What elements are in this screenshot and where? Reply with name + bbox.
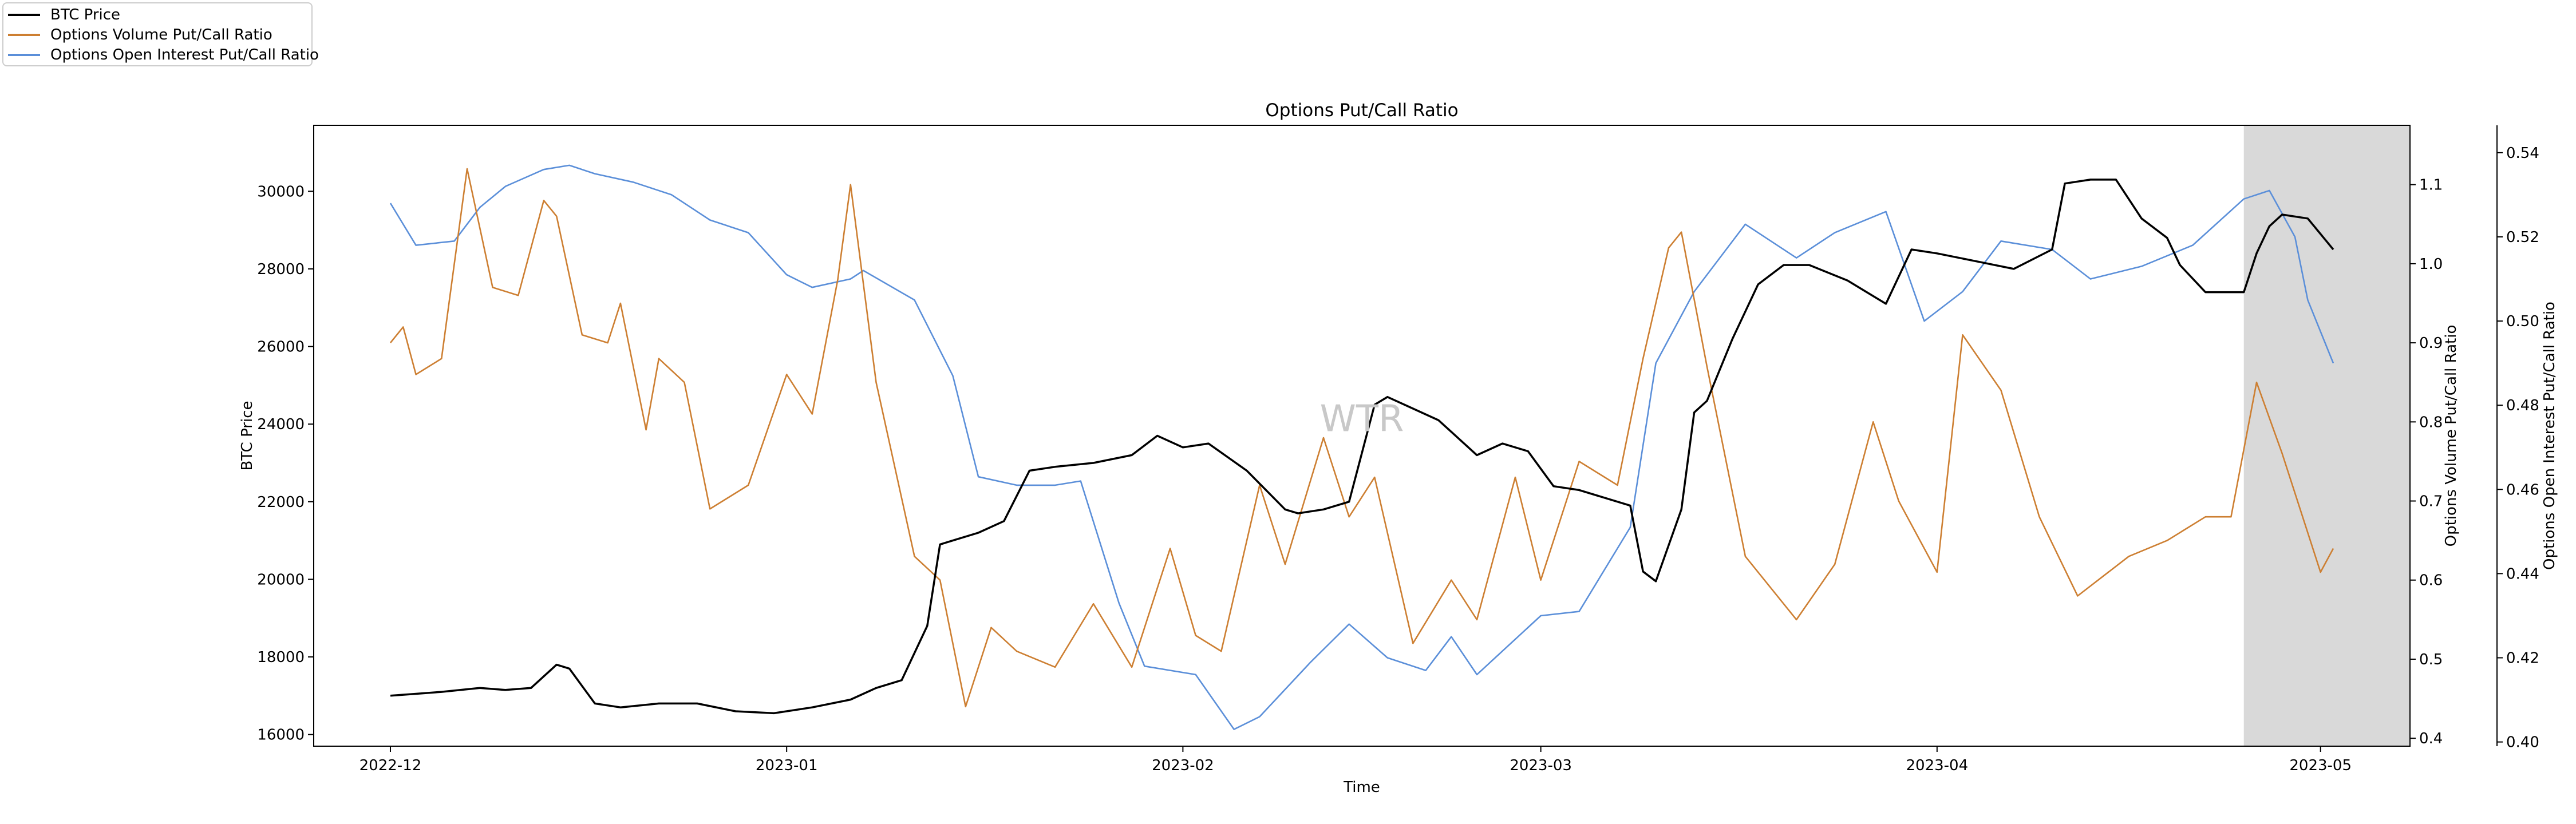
open-interest-ratio-axis-label: Options Open Interest Put/Call Ratio [2541, 302, 2558, 570]
plot-frame [313, 125, 2411, 747]
legend-swatch-volume-ratio [8, 34, 40, 36]
volume-ratio-axis-tick-label: 1.0 [2419, 256, 2443, 273]
open-interest-ratio-axis: 0.40 0.42 0.44 0.46 0.48 0.50 0.52 0.54 [2496, 125, 2539, 751]
left-axis-tick-label: 30000 [257, 183, 305, 200]
legend-item-btc-price: BTC Price [3, 5, 120, 25]
watermark: WTR [1320, 398, 1404, 441]
open-interest-ratio-axis-tick-label: 0.42 [2506, 650, 2539, 667]
legend-swatch-btc-price [8, 14, 40, 16]
volume-ratio-axis: 0.4 0.5 0.6 0.7 0.8 0.9 1.0 1.1 [2410, 177, 2443, 747]
x-axis-label: Time [1343, 779, 1380, 796]
legend-label-open-interest-ratio: Options Open Interest Put/Call Ratio [50, 46, 319, 64]
x-axis-tick-label: 2022-12 [359, 757, 422, 774]
legend-item-open-interest-ratio: Options Open Interest Put/Call Ratio [3, 45, 319, 65]
series-line-btc-price [390, 179, 2334, 715]
open-interest-ratio-axis-tick-label: 0.52 [2506, 229, 2539, 246]
volume-ratio-axis-label: Options Volume Put/Call Ratio [2443, 325, 2460, 547]
volume-ratio-axis-tick-label: 0.4 [2419, 730, 2443, 747]
chart-title: Options Put/Call Ratio [1265, 100, 1458, 121]
highlight-region [2243, 125, 2410, 746]
open-interest-ratio-axis-tick-label: 0.54 [2506, 145, 2539, 162]
open-interest-ratio-axis-tick-label: 0.44 [2506, 565, 2539, 583]
legend-item-volume-ratio: Options Volume Put/Call Ratio [3, 25, 272, 45]
series-layer [389, 164, 2334, 730]
left-axis-tick-label: 22000 [257, 494, 305, 511]
open-interest-ratio-axis-tick-label: 0.48 [2506, 397, 2539, 414]
x-axis-tick-label: 2023-04 [1906, 757, 1968, 774]
left-axis-tick-label: 20000 [257, 571, 305, 588]
legend: BTC Price Options Volume Put/Call Ratio … [2, 2, 319, 66]
series-line-volume-ratio [389, 168, 2334, 708]
x-axis-tick-label: 2023-03 [1510, 757, 1572, 774]
left-axis-tick-label: 18000 [257, 649, 305, 666]
legend-swatch-open-interest-ratio [8, 54, 40, 56]
legend-label-btc-price: BTC Price [50, 6, 121, 23]
x-axis-tick-label: 2023-05 [2289, 757, 2352, 774]
left-axis: 16000 18000 20000 22000 24000 26000 28000 30000 [257, 183, 314, 744]
legend-label-volume-ratio: Options Volume Put/Call Ratio [50, 26, 272, 43]
open-interest-ratio-axis-tick-label: 0.40 [2506, 734, 2539, 751]
volume-ratio-axis-tick-label: 0.8 [2419, 414, 2443, 431]
volume-ratio-axis-tick-label: 0.7 [2419, 493, 2443, 510]
series-line-open-interest-ratio [389, 164, 2334, 730]
left-axis-tick-label: 26000 [257, 339, 305, 356]
left-axis-tick-label: 28000 [257, 261, 305, 278]
open-interest-ratio-axis-tick-label: 0.50 [2506, 313, 2539, 330]
left-axis-label: BTC Price [239, 401, 256, 470]
volume-ratio-axis-tick-label: 0.9 [2419, 335, 2443, 352]
x-axis: 2022-12 2023-01 2023-02 2023-03 2023-04 2023-… [359, 746, 2352, 774]
x-axis-tick-label: 2023-01 [756, 757, 818, 774]
volume-ratio-axis-tick-label: 0.5 [2419, 651, 2443, 668]
left-axis-tick-label: 16000 [257, 727, 305, 744]
volume-ratio-axis-tick-label: 1.1 [2419, 177, 2443, 194]
left-axis-tick-label: 24000 [257, 416, 305, 433]
x-axis-tick-label: 2023-02 [1152, 757, 1214, 774]
volume-ratio-axis-tick-label: 0.6 [2419, 572, 2443, 589]
open-interest-ratio-axis-tick-label: 0.46 [2506, 481, 2539, 498]
